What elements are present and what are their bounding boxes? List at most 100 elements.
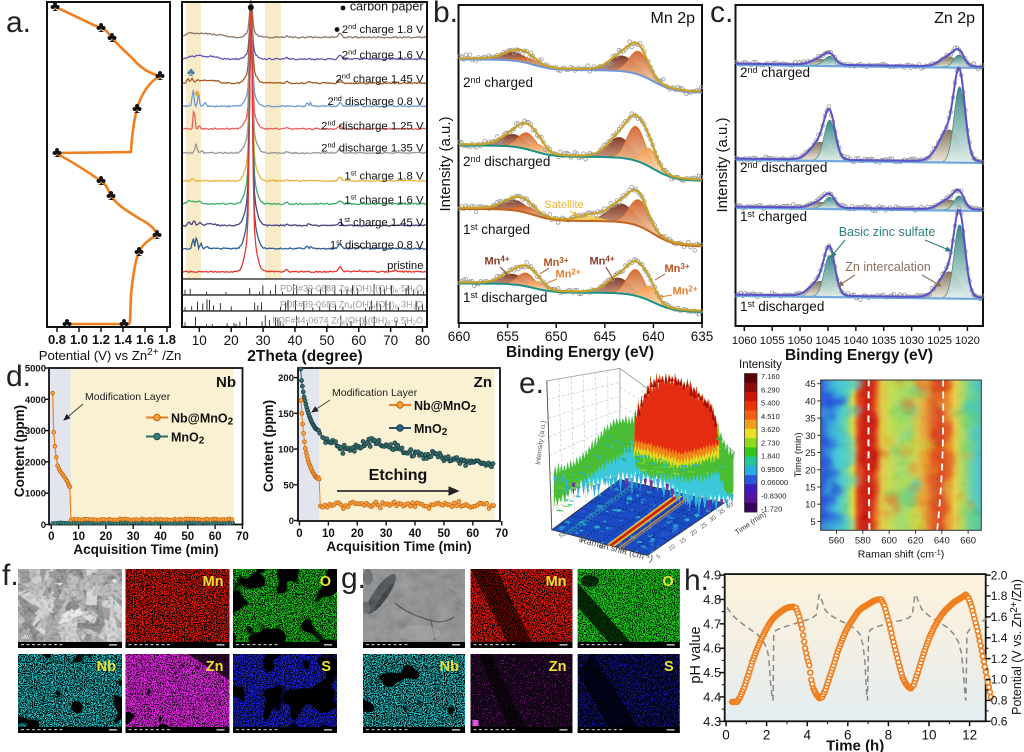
svg-text:S: S — [664, 659, 674, 675]
svg-text:0: 0 — [296, 528, 302, 540]
svg-text:1050: 1050 — [788, 335, 813, 347]
svg-text:25: 25 — [700, 522, 709, 531]
svg-text:20: 20 — [351, 528, 364, 540]
svg-text:10: 10 — [921, 727, 936, 742]
svg-text:Mn: Mn — [203, 574, 224, 590]
svg-text:Nb: Nb — [97, 659, 116, 675]
svg-text:30: 30 — [709, 515, 718, 524]
svg-text:1.6: 1.6 — [136, 332, 154, 347]
svg-text:-1.720: -1.720 — [761, 505, 782, 514]
svg-text:10: 10 — [668, 544, 677, 553]
svg-text:3000: 3000 — [25, 426, 46, 437]
svg-text:70: 70 — [383, 333, 398, 348]
svg-text:640: 640 — [642, 329, 665, 344]
svg-text:6.290: 6.290 — [761, 385, 780, 394]
svg-text:25: 25 — [805, 448, 816, 459]
svg-text:♣: ♣ — [132, 100, 142, 117]
svg-text:4.6: 4.6 — [703, 641, 721, 656]
svg-text:Binding Energy (eV): Binding Energy (eV) — [506, 344, 654, 361]
svg-text:1.2: 1.2 — [92, 332, 110, 347]
svg-text:5000: 5000 — [25, 364, 46, 375]
svg-text:Content (ppm): Content (ppm) — [12, 405, 27, 497]
svg-text:2nd discharge 0.8 V: 2nd discharge 0.8 V — [327, 94, 424, 108]
svg-text:1030: 1030 — [899, 335, 924, 347]
svg-text:♣: ♣ — [96, 172, 106, 189]
svg-text:Mn: Mn — [546, 574, 567, 590]
svg-text:2nd discharge 1.25 V: 2nd discharge 1.25 V — [321, 119, 424, 133]
svg-text:Potential (V) vs Zn2+ /Zn: Potential (V) vs Zn2+ /Zn — [39, 347, 182, 363]
svg-text:20: 20 — [100, 531, 113, 543]
svg-text:8: 8 — [885, 727, 893, 742]
svg-text:1.4: 1.4 — [991, 631, 1008, 645]
svg-text:1.0: 1.0 — [70, 332, 88, 347]
svg-text:560: 560 — [829, 535, 845, 546]
svg-text:650: 650 — [598, 541, 610, 551]
svg-text:7.160: 7.160 — [761, 372, 780, 381]
svg-text:Satellite: Satellite — [544, 199, 583, 211]
svg-text:0: 0 — [48, 531, 54, 543]
svg-text:Time (h): Time (h) — [826, 737, 884, 752]
svg-text:2Theta (degree): 2Theta (degree) — [247, 348, 362, 365]
svg-text:1045: 1045 — [816, 335, 841, 347]
svg-text:2000: 2000 — [25, 457, 46, 468]
svg-text:645: 645 — [594, 329, 617, 344]
svg-text:6: 6 — [844, 727, 852, 742]
svg-text:2nd charged: 2nd charged — [740, 65, 810, 80]
svg-text:1060: 1060 — [732, 335, 757, 347]
svg-text:MnO2: MnO2 — [171, 431, 205, 447]
svg-text:20: 20 — [805, 465, 816, 476]
svg-text:200: 200 — [278, 373, 294, 384]
svg-text:Nb: Nb — [216, 374, 236, 391]
svg-text:3.620: 3.620 — [761, 425, 780, 434]
svg-text:50: 50 — [181, 531, 194, 543]
svg-text:30: 30 — [805, 431, 816, 442]
svg-text:1st discharge 0.8 V: 1st discharge 0.8 V — [330, 237, 424, 251]
svg-text:20: 20 — [690, 529, 699, 538]
svg-text:♣: ♣ — [187, 65, 195, 79]
svg-text:1st charge 1.8 V: 1st charge 1.8 V — [344, 168, 424, 182]
svg-text:1025: 1025 — [927, 335, 952, 347]
svg-text:Acquisition Time (min): Acquisition Time (min) — [326, 539, 471, 554]
svg-text:2nd discharge 1.35 V: 2nd discharge 1.35 V — [321, 140, 424, 154]
svg-text:4000: 4000 — [25, 395, 46, 406]
svg-text:g.: g. — [341, 562, 366, 595]
svg-text:f.: f. — [2, 559, 19, 592]
svg-text:80: 80 — [415, 333, 430, 348]
svg-text:1.8: 1.8 — [158, 332, 176, 347]
svg-text:Zn 2p: Zn 2p — [934, 10, 975, 27]
svg-text:2nd charge 1.45 V: 2nd charge 1.45 V — [336, 72, 424, 86]
svg-text:Zn intercalation: Zn intercalation — [845, 260, 931, 274]
svg-text:60: 60 — [209, 531, 222, 543]
svg-text:1000: 1000 — [25, 489, 46, 500]
svg-text:Zn: Zn — [206, 659, 224, 675]
svg-text:2.0: 2.0 — [991, 568, 1008, 582]
svg-text:Basic zinc sulfate: Basic zinc sulfate — [839, 225, 936, 239]
svg-text:♣: ♣ — [107, 29, 117, 46]
svg-text:Etching: Etching — [369, 467, 428, 484]
svg-text:5.400: 5.400 — [761, 399, 780, 408]
svg-text:S: S — [321, 659, 331, 675]
svg-text:640: 640 — [934, 535, 950, 546]
svg-text:10: 10 — [72, 531, 85, 543]
svg-text:2nd charged: 2nd charged — [463, 75, 533, 90]
svg-text:2nd charge 1.8 V: 2nd charge 1.8 V — [342, 22, 424, 36]
svg-text:a.: a. — [6, 6, 31, 39]
svg-text:Potential (V vs. Zn2+/Zn): Potential (V vs. Zn2+/Zn) — [1009, 579, 1024, 715]
svg-text:5: 5 — [656, 553, 663, 560]
svg-text:♣: ♣ — [50, 0, 60, 15]
svg-text:2nd discharged: 2nd discharged — [740, 160, 827, 175]
svg-text:10: 10 — [805, 500, 816, 511]
svg-text:b.: b. — [433, 0, 458, 29]
svg-text:Intensity (a.u.): Intensity (a.u.) — [437, 116, 454, 211]
svg-text:2nd discharged: 2nd discharged — [463, 154, 550, 169]
svg-text:Modification Layer: Modification Layer — [85, 391, 171, 403]
svg-text:0: 0 — [722, 727, 730, 742]
svg-text:1055: 1055 — [760, 335, 785, 347]
svg-text:50: 50 — [283, 480, 294, 491]
svg-text:580: 580 — [855, 535, 871, 546]
svg-text:Nb@MnO2: Nb@MnO2 — [414, 399, 477, 415]
svg-text:e.: e. — [519, 367, 544, 400]
svg-text:1st discharged: 1st discharged — [463, 290, 547, 305]
svg-text:40: 40 — [805, 396, 816, 407]
svg-text:15: 15 — [679, 537, 688, 546]
